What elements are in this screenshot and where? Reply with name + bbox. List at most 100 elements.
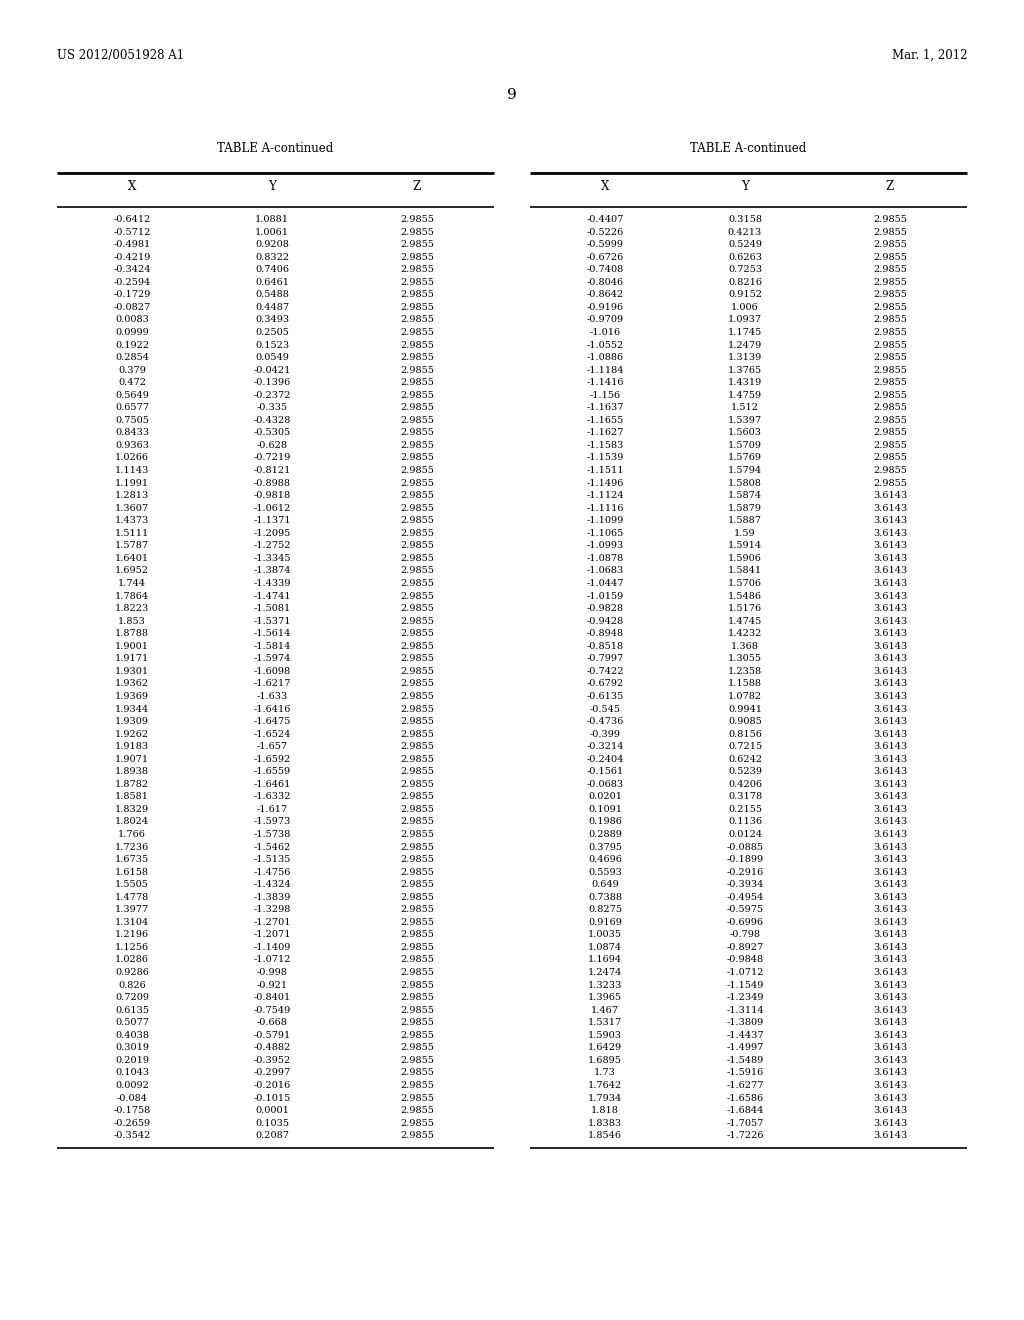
Text: 0.1091: 0.1091	[588, 805, 622, 814]
Text: 1.5397: 1.5397	[728, 416, 762, 425]
Text: 0.3178: 0.3178	[728, 792, 762, 801]
Text: 0.2155: 0.2155	[728, 805, 762, 814]
Text: 1.8788: 1.8788	[115, 630, 150, 638]
Text: 0.9286: 0.9286	[115, 968, 148, 977]
Text: Mar. 1, 2012: Mar. 1, 2012	[892, 49, 967, 62]
Text: 3.6143: 3.6143	[872, 968, 907, 977]
Text: 3.6143: 3.6143	[872, 655, 907, 663]
Text: -0.8518: -0.8518	[587, 642, 624, 651]
Text: -1.1496: -1.1496	[587, 479, 624, 487]
Text: -0.5999: -0.5999	[587, 240, 624, 249]
Text: 3.6143: 3.6143	[872, 792, 907, 801]
Text: -0.8988: -0.8988	[254, 479, 291, 487]
Text: 2.9855: 2.9855	[400, 529, 434, 537]
Text: 1.6401: 1.6401	[115, 554, 150, 562]
Text: -1.0447: -1.0447	[587, 579, 624, 587]
Text: 0.4206: 0.4206	[728, 780, 762, 789]
Text: -0.4407: -0.4407	[587, 215, 624, 224]
Text: 2.9855: 2.9855	[400, 680, 434, 689]
Text: -1.4324: -1.4324	[253, 880, 291, 890]
Text: -0.6412: -0.6412	[114, 215, 151, 224]
Text: -1.4339: -1.4339	[253, 579, 291, 587]
Text: 0.649: 0.649	[591, 880, 618, 890]
Text: 1.1991: 1.1991	[115, 479, 150, 487]
Text: 0.2889: 0.2889	[588, 830, 622, 840]
Text: 3.6143: 3.6143	[872, 805, 907, 814]
Text: 9: 9	[507, 88, 517, 102]
Text: 1.4778: 1.4778	[115, 892, 150, 902]
Text: 2.9855: 2.9855	[400, 379, 434, 387]
Text: 3.6143: 3.6143	[872, 516, 907, 525]
Text: -0.4954: -0.4954	[726, 892, 764, 902]
Text: 1.73: 1.73	[594, 1068, 616, 1077]
Text: 2.9855: 2.9855	[400, 227, 434, 236]
Text: -1.0878: -1.0878	[587, 554, 624, 562]
Text: 1.7934: 1.7934	[588, 1093, 623, 1102]
Text: 3.6143: 3.6143	[872, 642, 907, 651]
Text: -0.998: -0.998	[257, 968, 288, 977]
Text: 1.818: 1.818	[591, 1106, 618, 1115]
Text: -1.5371: -1.5371	[253, 616, 291, 626]
Text: 3.6143: 3.6143	[872, 1056, 907, 1065]
Text: 1.5874: 1.5874	[728, 491, 762, 500]
Text: 2.9855: 2.9855	[873, 240, 907, 249]
Text: -0.1758: -0.1758	[114, 1106, 151, 1115]
Text: 1.1256: 1.1256	[115, 942, 150, 952]
Text: 0.7209: 0.7209	[115, 993, 150, 1002]
Text: 1.7642: 1.7642	[588, 1081, 623, 1090]
Text: -1.016: -1.016	[590, 327, 621, 337]
Text: 0.7505: 0.7505	[115, 416, 148, 425]
Text: 0.0092: 0.0092	[115, 1081, 148, 1090]
Text: 2.9855: 2.9855	[400, 1006, 434, 1015]
Text: 3.6143: 3.6143	[872, 892, 907, 902]
Text: -1.1549: -1.1549	[726, 981, 764, 990]
Text: 1.5841: 1.5841	[728, 566, 762, 576]
Text: -1.3839: -1.3839	[253, 892, 291, 902]
Text: 2.9855: 2.9855	[400, 441, 434, 450]
Text: -1.4756: -1.4756	[253, 867, 291, 876]
Text: X: X	[128, 181, 136, 194]
Text: 1.6952: 1.6952	[115, 566, 150, 576]
Text: 0.0001: 0.0001	[255, 1106, 289, 1115]
Text: 1.9183: 1.9183	[115, 742, 150, 751]
Text: -1.617: -1.617	[256, 805, 288, 814]
Text: 1.7236: 1.7236	[115, 842, 150, 851]
Text: 1.4759: 1.4759	[728, 391, 762, 400]
Text: 1.0937: 1.0937	[728, 315, 762, 325]
Text: -1.1637: -1.1637	[587, 404, 624, 412]
Text: 0.0083: 0.0083	[115, 315, 148, 325]
Text: 1.853: 1.853	[118, 616, 146, 626]
Text: 1.0286: 1.0286	[115, 956, 150, 965]
Text: 2.9855: 2.9855	[400, 265, 434, 275]
Text: 0.1043: 0.1043	[115, 1068, 150, 1077]
Text: 0.6263: 0.6263	[728, 252, 762, 261]
Text: 2.9855: 2.9855	[873, 315, 907, 325]
Text: 1.0881: 1.0881	[255, 215, 289, 224]
Text: -1.156: -1.156	[590, 391, 621, 400]
Text: 2.9855: 2.9855	[400, 817, 434, 826]
Text: 3.6143: 3.6143	[872, 1068, 907, 1077]
Text: -0.798: -0.798	[729, 931, 761, 940]
Text: -0.8121: -0.8121	[253, 466, 291, 475]
Text: 1.0266: 1.0266	[115, 454, 150, 462]
Text: 1.9001: 1.9001	[115, 642, 150, 651]
Text: 0.2505: 0.2505	[255, 327, 289, 337]
Text: -1.2752: -1.2752	[253, 541, 291, 550]
Text: -1.7057: -1.7057	[726, 1118, 764, 1127]
Text: -0.3424: -0.3424	[114, 265, 151, 275]
Text: 0.2854: 0.2854	[115, 354, 150, 362]
Text: -0.3934: -0.3934	[726, 880, 764, 890]
Text: 2.9855: 2.9855	[400, 240, 434, 249]
Text: -0.6792: -0.6792	[587, 680, 624, 689]
Text: -1.1409: -1.1409	[253, 942, 291, 952]
Text: 3.6143: 3.6143	[872, 667, 907, 676]
Text: 1.3139: 1.3139	[728, 354, 762, 362]
Text: 3.6143: 3.6143	[872, 529, 907, 537]
Text: -0.0421: -0.0421	[253, 366, 291, 375]
Text: 1.2358: 1.2358	[728, 667, 762, 676]
Text: 2.9855: 2.9855	[400, 742, 434, 751]
Text: 1.5808: 1.5808	[728, 479, 762, 487]
Text: 2.9855: 2.9855	[400, 541, 434, 550]
Text: -1.1124: -1.1124	[586, 491, 624, 500]
Text: 1.8329: 1.8329	[115, 805, 150, 814]
